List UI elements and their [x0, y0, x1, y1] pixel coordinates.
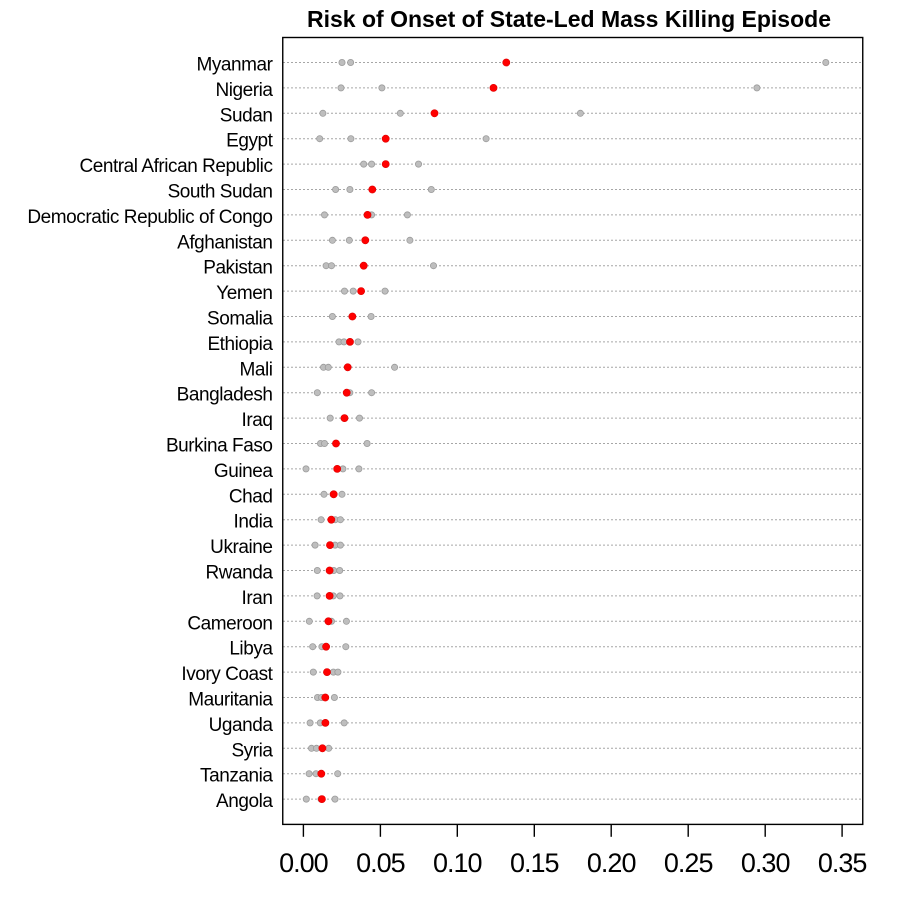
svg-text:0.00: 0.00: [279, 848, 328, 878]
svg-text:Iraq: Iraq: [242, 410, 273, 431]
svg-text:Risk of Onset of State-Led Mas: Risk of Onset of State-Led Mass Killing …: [307, 6, 831, 32]
svg-text:Guinea: Guinea: [214, 461, 273, 482]
svg-text:0.20: 0.20: [587, 848, 636, 878]
svg-text:Democratic Republic of Congo: Democratic Republic of Congo: [27, 207, 272, 228]
svg-text:Nigeria: Nigeria: [215, 80, 273, 101]
svg-text:0.10: 0.10: [433, 848, 482, 878]
svg-text:0.30: 0.30: [741, 848, 790, 878]
svg-text:Chad: Chad: [229, 486, 273, 507]
svg-text:India: India: [234, 512, 274, 533]
svg-text:Uganda: Uganda: [209, 715, 274, 736]
svg-text:Angola: Angola: [216, 791, 273, 812]
svg-text:Pakistan: Pakistan: [203, 258, 272, 279]
svg-text:South Sudan: South Sudan: [168, 182, 273, 203]
svg-text:Afghanistan: Afghanistan: [177, 232, 272, 253]
svg-text:Somalia: Somalia: [207, 309, 273, 330]
svg-text:Mali: Mali: [239, 359, 272, 380]
svg-text:Rwanda: Rwanda: [205, 563, 273, 584]
svg-text:0.15: 0.15: [510, 848, 559, 878]
svg-text:0.05: 0.05: [356, 848, 405, 878]
svg-text:Mauritania: Mauritania: [188, 690, 273, 711]
svg-text:0.25: 0.25: [664, 848, 713, 878]
svg-text:Yemen: Yemen: [216, 283, 272, 304]
svg-text:Ethiopia: Ethiopia: [207, 334, 273, 355]
svg-text:0.35: 0.35: [818, 848, 867, 878]
svg-text:Central African Republic: Central African Republic: [79, 156, 272, 177]
svg-text:Egypt: Egypt: [226, 131, 274, 152]
svg-text:Tanzania: Tanzania: [200, 766, 273, 787]
svg-text:Iran: Iran: [242, 588, 273, 609]
svg-text:Ivory Coast: Ivory Coast: [181, 664, 273, 685]
svg-text:Burkina Faso: Burkina Faso: [166, 436, 273, 457]
svg-text:Ukraine: Ukraine: [210, 537, 272, 558]
svg-text:Bangladesh: Bangladesh: [177, 385, 273, 406]
svg-text:Cameroon: Cameroon: [187, 613, 272, 634]
svg-text:Sudan: Sudan: [220, 105, 273, 126]
svg-text:Syria: Syria: [231, 740, 273, 761]
svg-text:Libya: Libya: [229, 639, 273, 660]
svg-text:Myanmar: Myanmar: [196, 55, 273, 76]
